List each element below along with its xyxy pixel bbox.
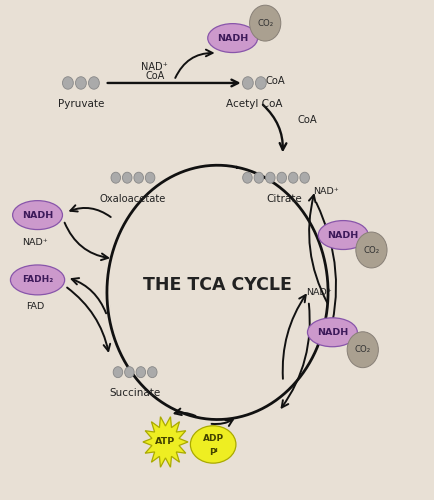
Circle shape — [111, 172, 120, 183]
Text: Pᴵ: Pᴵ — [208, 448, 217, 457]
Circle shape — [76, 76, 86, 89]
Text: ADP: ADP — [202, 434, 223, 443]
Text: NADH: NADH — [217, 34, 248, 42]
Text: Succinate: Succinate — [109, 388, 161, 398]
Circle shape — [253, 172, 263, 183]
Text: NAD⁺: NAD⁺ — [23, 238, 48, 246]
Text: NAD⁺: NAD⁺ — [312, 186, 338, 196]
Circle shape — [249, 5, 280, 41]
Text: CO₂: CO₂ — [256, 18, 273, 28]
Text: Oxaloacetate: Oxaloacetate — [99, 194, 166, 203]
Circle shape — [242, 76, 253, 89]
Text: NADH: NADH — [316, 328, 347, 337]
Circle shape — [113, 366, 122, 378]
Text: FADH₂: FADH₂ — [22, 276, 53, 284]
Ellipse shape — [307, 318, 356, 346]
Ellipse shape — [207, 24, 257, 52]
Text: CoA: CoA — [265, 76, 284, 86]
Circle shape — [242, 172, 252, 183]
Circle shape — [147, 366, 157, 378]
Text: NADH: NADH — [327, 230, 358, 239]
Circle shape — [346, 332, 378, 368]
Circle shape — [355, 232, 386, 268]
Text: NADH: NADH — [22, 210, 53, 220]
Circle shape — [255, 76, 266, 89]
Circle shape — [299, 172, 309, 183]
Text: CO₂: CO₂ — [362, 246, 379, 254]
Text: CoA: CoA — [297, 116, 317, 126]
Text: Acetyl CoA: Acetyl CoA — [226, 99, 282, 109]
Circle shape — [62, 76, 73, 89]
Circle shape — [145, 172, 155, 183]
Circle shape — [265, 172, 274, 183]
Circle shape — [134, 172, 143, 183]
Text: NAD⁺: NAD⁺ — [306, 288, 332, 297]
Ellipse shape — [10, 265, 65, 295]
PathPatch shape — [143, 416, 187, 467]
Ellipse shape — [13, 200, 62, 230]
Text: NAD⁺: NAD⁺ — [141, 62, 168, 72]
Text: CoA: CoA — [145, 71, 164, 81]
Text: THE TCA CYCLE: THE TCA CYCLE — [143, 276, 291, 294]
Ellipse shape — [190, 426, 235, 463]
Text: ATP: ATP — [155, 438, 175, 446]
Text: CO₂: CO₂ — [354, 345, 370, 354]
Circle shape — [276, 172, 286, 183]
Ellipse shape — [318, 220, 367, 250]
Text: Pyruvate: Pyruvate — [58, 99, 104, 109]
Circle shape — [288, 172, 297, 183]
Circle shape — [124, 366, 134, 378]
Circle shape — [136, 366, 145, 378]
Text: FAD: FAD — [26, 302, 44, 312]
Circle shape — [88, 76, 99, 89]
Circle shape — [122, 172, 132, 183]
Text: Citrate: Citrate — [266, 194, 302, 203]
